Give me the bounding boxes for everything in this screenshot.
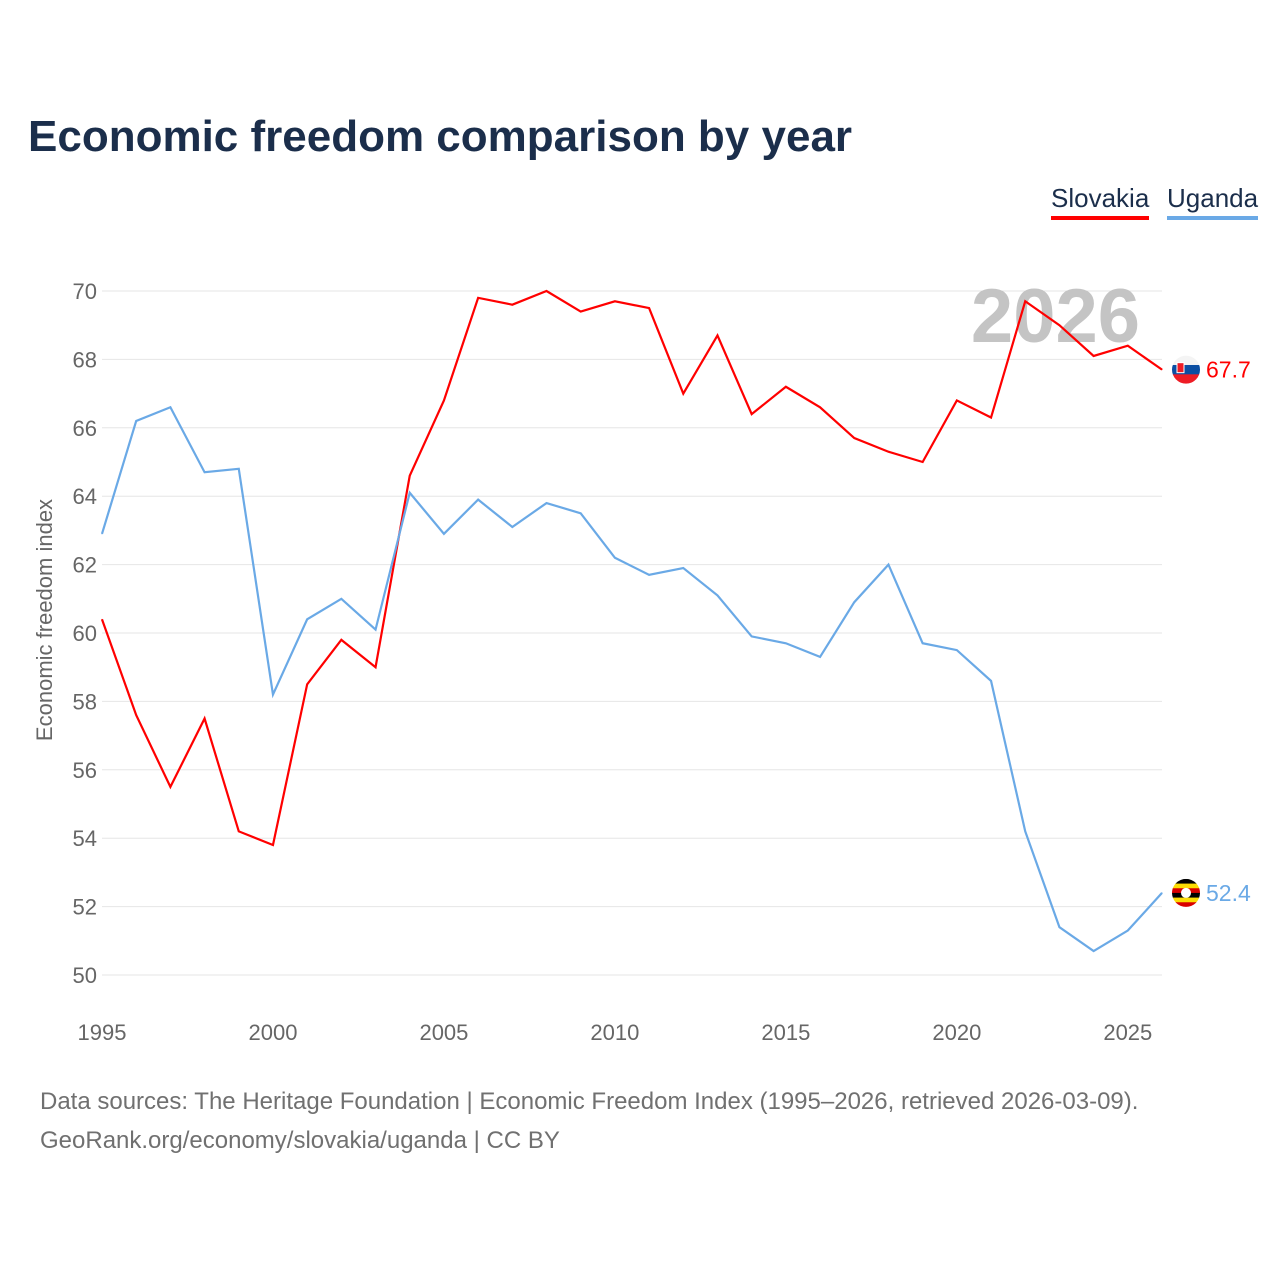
data-point <box>375 666 377 668</box>
data-point <box>204 471 206 473</box>
chart-title: Economic freedom comparison by year <box>28 112 853 161</box>
data-point <box>716 594 718 596</box>
data-point <box>785 386 787 388</box>
data-point <box>477 499 479 501</box>
x-tick-label: 2020 <box>932 1020 981 1045</box>
data-point <box>409 492 411 494</box>
data-point <box>682 567 684 569</box>
x-tick-label: 2010 <box>590 1020 639 1045</box>
y-axis-label: Economic freedom index <box>32 499 57 741</box>
data-point <box>101 618 103 620</box>
legend-slovakia[interactable]: Slovakia <box>1051 183 1150 220</box>
data-point <box>340 598 342 600</box>
data-point <box>990 417 992 419</box>
data-point <box>546 502 548 504</box>
data-point <box>135 714 137 716</box>
data-point <box>580 311 582 313</box>
y-tick-label: 70 <box>73 279 97 304</box>
data-point <box>1093 950 1095 952</box>
data-point <box>1161 369 1163 371</box>
data-point <box>990 680 992 682</box>
flag-uganda-icon <box>1172 878 1200 907</box>
data-point <box>1161 892 1163 894</box>
y-tick-label: 60 <box>73 621 97 646</box>
data-point <box>1127 345 1129 347</box>
y-tick-label: 62 <box>73 553 97 578</box>
data-point <box>648 307 650 309</box>
data-point <box>922 461 924 463</box>
data-point <box>306 683 308 685</box>
x-tick-label: 2015 <box>761 1020 810 1045</box>
x-tick-label: 2025 <box>1103 1020 1152 1045</box>
data-point <box>1127 930 1129 932</box>
data-point <box>956 649 958 651</box>
flag-slovakia-icon <box>1172 355 1200 384</box>
data-point <box>238 830 240 832</box>
data-point <box>477 297 479 299</box>
data-point <box>375 629 377 631</box>
data-point <box>682 393 684 395</box>
data-point <box>340 639 342 641</box>
footer-credit: GeoRank.org/economy/slovakia/uganda | CC… <box>40 1127 560 1154</box>
data-point <box>853 601 855 603</box>
data-point <box>887 564 889 566</box>
data-point <box>716 334 718 336</box>
data-point <box>956 399 958 401</box>
y-tick-label: 50 <box>73 963 97 988</box>
data-point <box>511 526 513 528</box>
x-tick-label: 2000 <box>248 1020 297 1045</box>
data-point <box>511 304 513 306</box>
end-value-label-slovakia: 67.7 <box>1206 357 1251 383</box>
data-point <box>922 642 924 644</box>
data-point <box>887 451 889 453</box>
data-point <box>751 413 753 415</box>
data-point <box>853 437 855 439</box>
legend-uganda[interactable]: Uganda <box>1167 183 1259 220</box>
data-point <box>272 844 274 846</box>
data-point <box>238 468 240 470</box>
data-point <box>819 656 821 658</box>
x-tick-label: 2005 <box>419 1020 468 1045</box>
data-point <box>443 399 445 401</box>
y-tick-label: 66 <box>73 416 97 441</box>
data-point <box>785 642 787 644</box>
data-point <box>204 718 206 719</box>
y-tick-label: 52 <box>73 895 97 920</box>
data-point <box>272 694 274 696</box>
y-tick-label: 68 <box>73 347 97 372</box>
x-tick-label: 1995 <box>78 1020 127 1045</box>
footer-sources: Data sources: The Heritage Foundation | … <box>40 1088 1139 1115</box>
data-point <box>751 635 753 637</box>
y-tick-label: 64 <box>73 484 97 509</box>
data-point <box>1058 926 1060 928</box>
y-tick-label: 54 <box>73 826 97 851</box>
data-point <box>306 618 308 620</box>
data-point <box>614 300 616 302</box>
data-point <box>1024 830 1026 832</box>
data-point <box>614 557 616 559</box>
series-line-slovakia <box>100 289 1163 847</box>
end-value-label-uganda: 52.4 <box>1206 880 1251 906</box>
data-point <box>819 406 821 408</box>
data-point <box>409 475 411 477</box>
data-point <box>169 406 171 408</box>
data-point <box>580 512 582 514</box>
data-point <box>546 290 548 292</box>
series-line-uganda <box>100 405 1163 953</box>
data-point <box>443 533 445 535</box>
data-point <box>1093 355 1095 357</box>
data-point <box>1058 324 1060 326</box>
data-point <box>135 420 137 422</box>
y-tick-label: 58 <box>73 689 97 714</box>
y-tick-label: 56 <box>73 758 97 783</box>
year-watermark: 2026 <box>971 274 1140 359</box>
data-point <box>169 786 171 788</box>
data-point <box>648 574 650 576</box>
data-point <box>1024 300 1026 302</box>
data-point <box>101 533 103 535</box>
